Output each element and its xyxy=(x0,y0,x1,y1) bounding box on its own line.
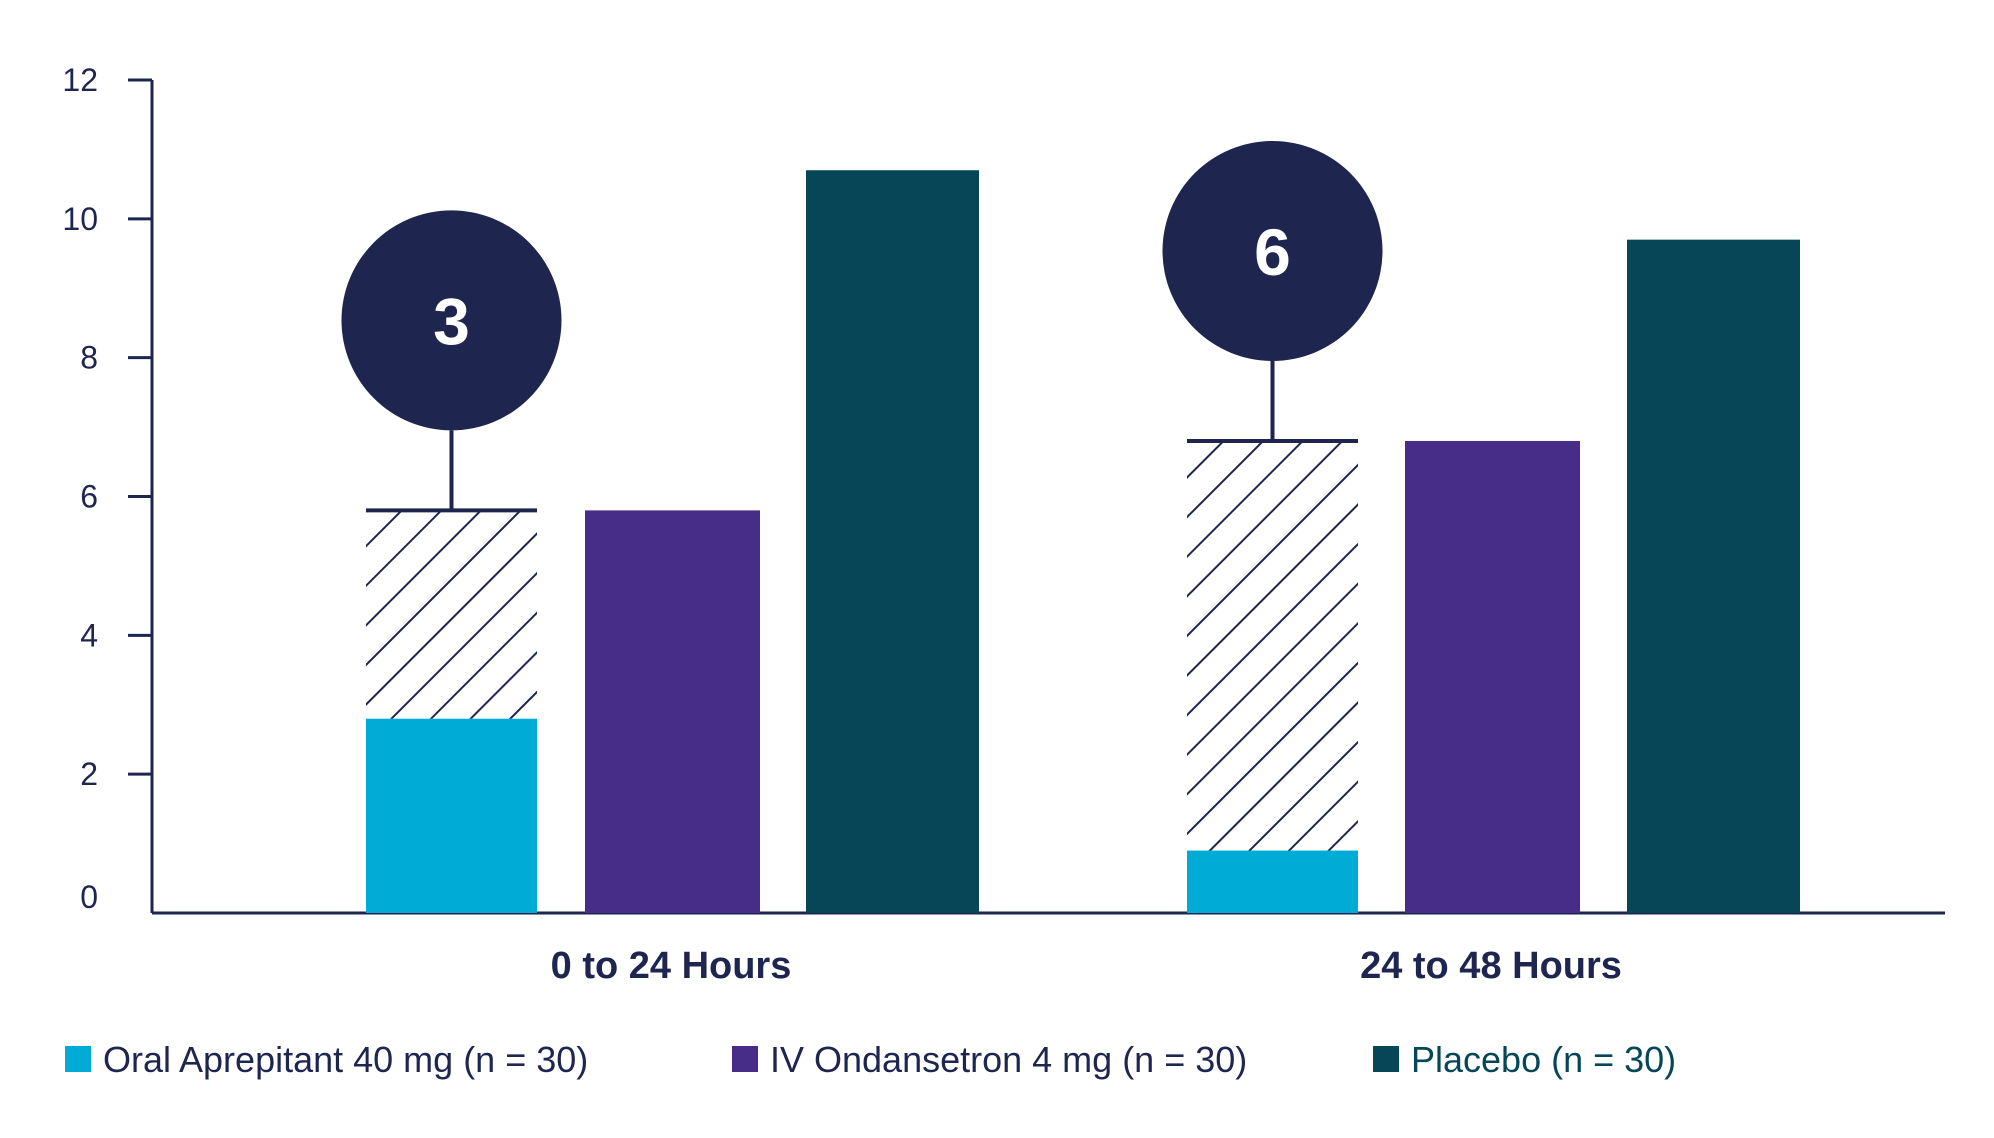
bar-1-2 xyxy=(1187,850,1358,913)
legend: Oral Aprepitant 40 mg (n = 30) IV Ondanse… xyxy=(65,1039,1676,1080)
hatched-difference-1 xyxy=(366,510,537,719)
category-label: 0 to 24 Hours xyxy=(551,945,792,987)
legend-label: IV Ondansetron 4 mg (n = 30) xyxy=(770,1039,1247,1080)
bar-2-1 xyxy=(585,510,760,913)
bars xyxy=(366,170,1800,914)
category-labels: 0 to 24 Hours 24 to 48 Hours xyxy=(551,945,1622,987)
callout-circle xyxy=(341,210,562,431)
callout-circle xyxy=(1162,140,1383,361)
bar-3-2 xyxy=(1627,239,1800,914)
y-tick-label: 0 xyxy=(80,879,98,915)
y-tick-label: 4 xyxy=(80,617,98,653)
hatched-difference-2 xyxy=(1187,440,1358,851)
bar-3-1 xyxy=(806,170,979,913)
y-tick-label: 2 xyxy=(80,756,98,792)
y-tick-label: 8 xyxy=(80,340,98,376)
callouts: 36 xyxy=(341,140,1383,851)
y-tick-label: 10 xyxy=(62,201,98,237)
legend-label: Oral Aprepitant 40 mg (n = 30) xyxy=(103,1039,588,1080)
y-tick-label: 12 xyxy=(62,62,98,98)
legend-label: Placebo (n = 30) xyxy=(1411,1039,1676,1080)
bar-2-2 xyxy=(1405,440,1580,913)
category-label: 24 to 48 Hours xyxy=(1360,945,1622,987)
legend-swatch xyxy=(732,1046,758,1072)
bar-1-1 xyxy=(366,718,537,913)
legend-swatch xyxy=(1373,1046,1399,1072)
callout-value: 6 xyxy=(1254,215,1291,289)
callout-value: 3 xyxy=(433,284,470,358)
legend-swatch xyxy=(65,1046,91,1072)
y-tick-label: 6 xyxy=(80,479,98,515)
